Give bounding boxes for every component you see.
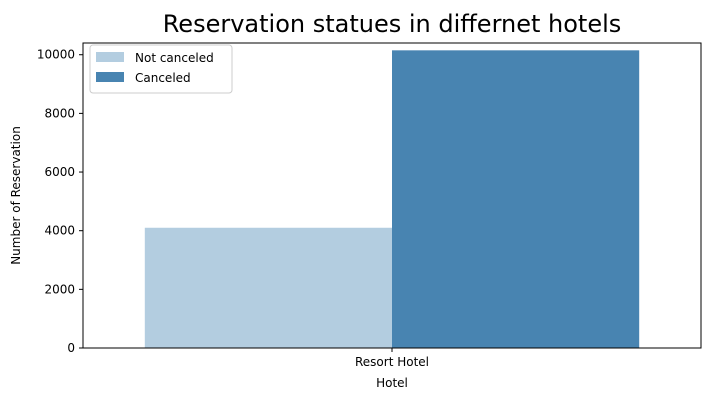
legend-label: Canceled bbox=[135, 71, 191, 85]
y-axis: 0 2000 4000 6000 8000 10000 bbox=[37, 48, 83, 355]
y-tick-label: 6000 bbox=[44, 165, 75, 179]
legend-swatch bbox=[96, 72, 124, 82]
bars-group bbox=[144, 50, 640, 349]
x-axis: Resort Hotel bbox=[355, 348, 429, 369]
x-axis-label: Hotel bbox=[376, 376, 408, 390]
y-tick-label: 8000 bbox=[44, 106, 75, 120]
legend-label: Not canceled bbox=[135, 51, 214, 65]
y-axis-label: Number of Reservation bbox=[9, 126, 23, 265]
legend-box bbox=[89, 44, 233, 94]
chart-title: Reservation statues in differnet hotels bbox=[163, 10, 622, 38]
y-tick-label: 4000 bbox=[44, 224, 75, 238]
legend: Not canceled Canceled bbox=[89, 44, 233, 94]
y-tick-label: 2000 bbox=[44, 282, 75, 296]
bar-not-canceled bbox=[144, 227, 392, 348]
x-tick-label: Resort Hotel bbox=[355, 355, 429, 369]
y-tick-label: 0 bbox=[67, 341, 75, 355]
y-tick-label: 10000 bbox=[37, 48, 75, 62]
legend-swatch bbox=[96, 52, 124, 62]
bar-canceled bbox=[392, 50, 640, 349]
legend-items: Not canceled Canceled bbox=[96, 51, 214, 85]
